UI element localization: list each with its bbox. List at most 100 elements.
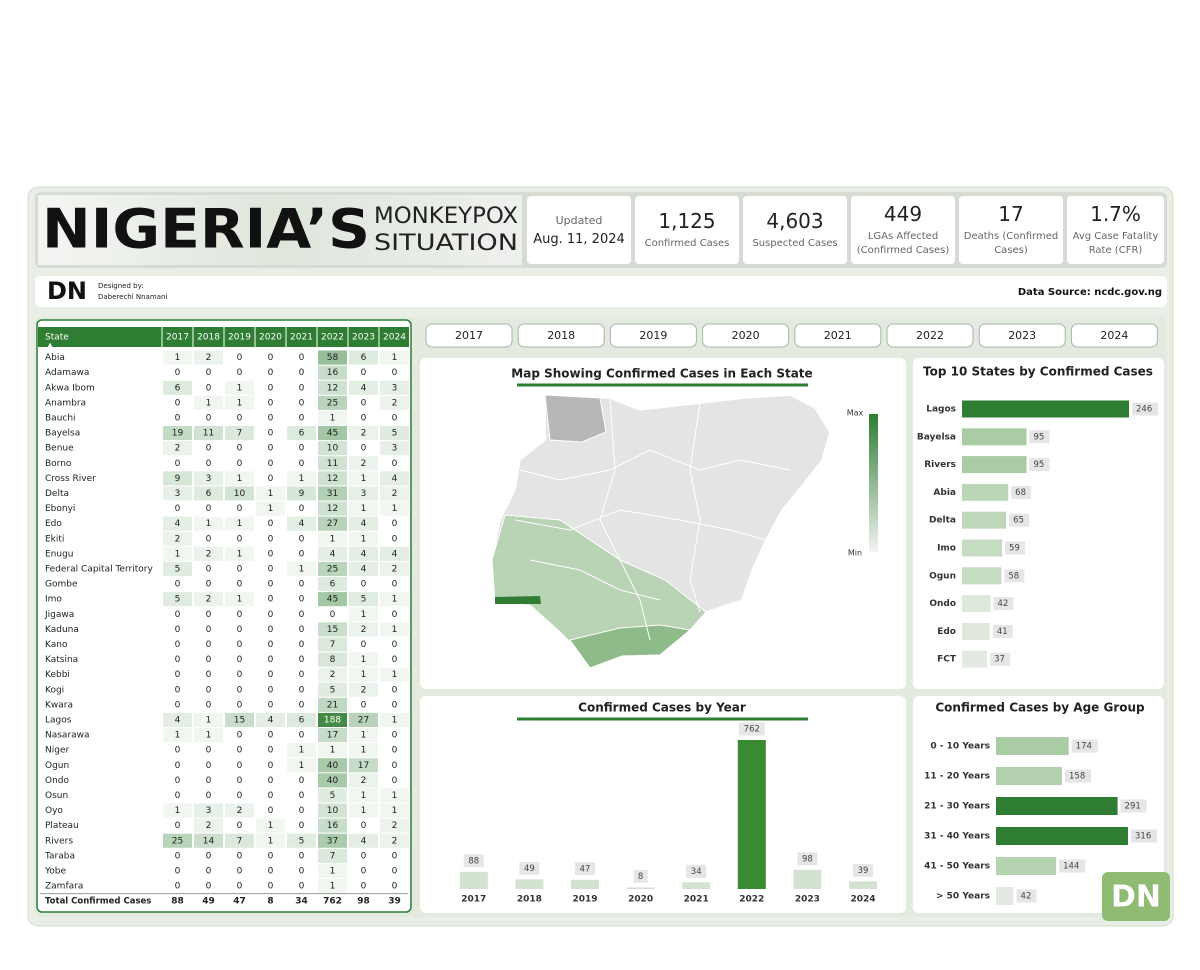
chart-title: Top 10 States by Confirmed Cases (923, 365, 1153, 379)
year-button[interactable] (702, 323, 790, 348)
table-cell: 4 (361, 836, 367, 846)
table-cell: 0 (268, 610, 274, 620)
table-cell: 0 (268, 413, 274, 423)
cell-shade (256, 501, 285, 516)
table-cell: 12 (327, 474, 338, 484)
table-cell: 3 (361, 489, 367, 499)
table-cell: 58 (327, 353, 339, 363)
x-tick-label: 2020 (628, 895, 653, 905)
cell-shade (163, 728, 192, 743)
cell-shade (287, 426, 316, 441)
bar (962, 595, 991, 613)
table-cell: 1 (268, 504, 274, 514)
table-cell: 5 (330, 685, 336, 695)
bar (459, 871, 488, 889)
state-name: Zamfara (45, 882, 83, 892)
bar (996, 857, 1057, 875)
table-cell: 0 (392, 655, 398, 665)
year-button[interactable] (978, 323, 1066, 348)
cell-shade (194, 712, 223, 727)
bar (515, 879, 544, 889)
table-cell: 0 (392, 851, 398, 861)
table-cell: 5 (175, 595, 181, 605)
cell-shade (318, 803, 347, 818)
cell-shade (225, 395, 254, 410)
table-cell: 0 (206, 866, 212, 876)
table-cell: 2 (175, 534, 181, 544)
table-cell: 16 (327, 368, 339, 378)
table-cell: 17 (358, 761, 369, 771)
table-cell: 0 (175, 459, 181, 469)
year-button-label: 2022 (916, 329, 944, 342)
year-button[interactable] (609, 323, 697, 348)
table-cell: 0 (237, 610, 243, 620)
table-cell: 0 (268, 444, 274, 454)
value-label: 41 (997, 627, 1008, 637)
kpi-card: 449 LGAs Affected (Confirmed Cases) (851, 196, 955, 264)
cell-shade (194, 516, 223, 531)
value-label: 316 (1135, 832, 1151, 842)
table-cell: 17 (327, 731, 338, 741)
table-cell: 16 (327, 821, 339, 831)
cell-shade (225, 486, 254, 501)
cell-shade (256, 818, 285, 833)
table-cell: 0 (268, 580, 274, 590)
bar (962, 539, 1003, 557)
table-cell: 0 (268, 353, 274, 363)
state-name: Gombe (45, 580, 78, 590)
table-cell: 1 (175, 731, 181, 741)
table-cell: 0 (237, 640, 243, 650)
table-cell: 12 (327, 383, 338, 393)
table-cell: 8 (330, 655, 336, 665)
table-cell: 1 (392, 715, 398, 725)
table-cell: 0 (299, 413, 305, 423)
cell-shade (163, 471, 192, 486)
table-cell: 1 (268, 821, 274, 831)
kpi-card: 4,603 Suspected Cases (743, 196, 847, 264)
cell-shade (318, 879, 347, 894)
cell-shade (194, 818, 223, 833)
table-cell: 11 (203, 429, 214, 439)
table-cell: 0 (175, 746, 181, 756)
cell-shade (380, 622, 409, 637)
cell-shade (163, 561, 192, 576)
year-button[interactable] (886, 323, 974, 348)
table-cell: 4 (175, 519, 181, 529)
table-cell: 12 (327, 504, 338, 514)
cell-shade (318, 350, 347, 365)
map-border (689, 402, 701, 613)
year-button-label: 2023 (1008, 329, 1036, 342)
year-button[interactable] (425, 323, 513, 348)
table-cell: 0 (392, 685, 398, 695)
table-cell: 0 (268, 761, 274, 771)
table-cell: 2 (392, 398, 398, 408)
map-lagos (495, 596, 541, 604)
table-cell: 1 (237, 398, 243, 408)
table-cell: 7 (330, 851, 336, 861)
year-button[interactable] (794, 323, 882, 348)
value-label: 158 (1069, 772, 1085, 782)
table-cell: 0 (299, 700, 305, 710)
cell-shade (318, 622, 347, 637)
table-cell: 0 (268, 731, 274, 741)
year-button[interactable] (517, 323, 605, 348)
table-cell: 0 (361, 398, 367, 408)
cell-shade (380, 501, 409, 516)
value-label-bg (1004, 569, 1025, 583)
category-label: Delta (929, 516, 956, 526)
bar (962, 456, 1027, 474)
year-button-label: 2017 (455, 329, 483, 342)
year-button-label: 2019 (639, 329, 667, 342)
cell-shade (349, 788, 378, 803)
bar (996, 887, 1014, 905)
year-button[interactable] (1070, 323, 1158, 348)
table-cell: 2 (330, 670, 336, 680)
table-cell: 15 (234, 715, 245, 725)
cell-shade (256, 712, 285, 727)
cell-shade (163, 441, 192, 456)
subtitle: MONKEYPOX (374, 204, 518, 229)
category-label: 0 - 10 Years (930, 742, 990, 752)
map-region (544, 394, 607, 443)
table-cell: 4 (392, 474, 398, 484)
